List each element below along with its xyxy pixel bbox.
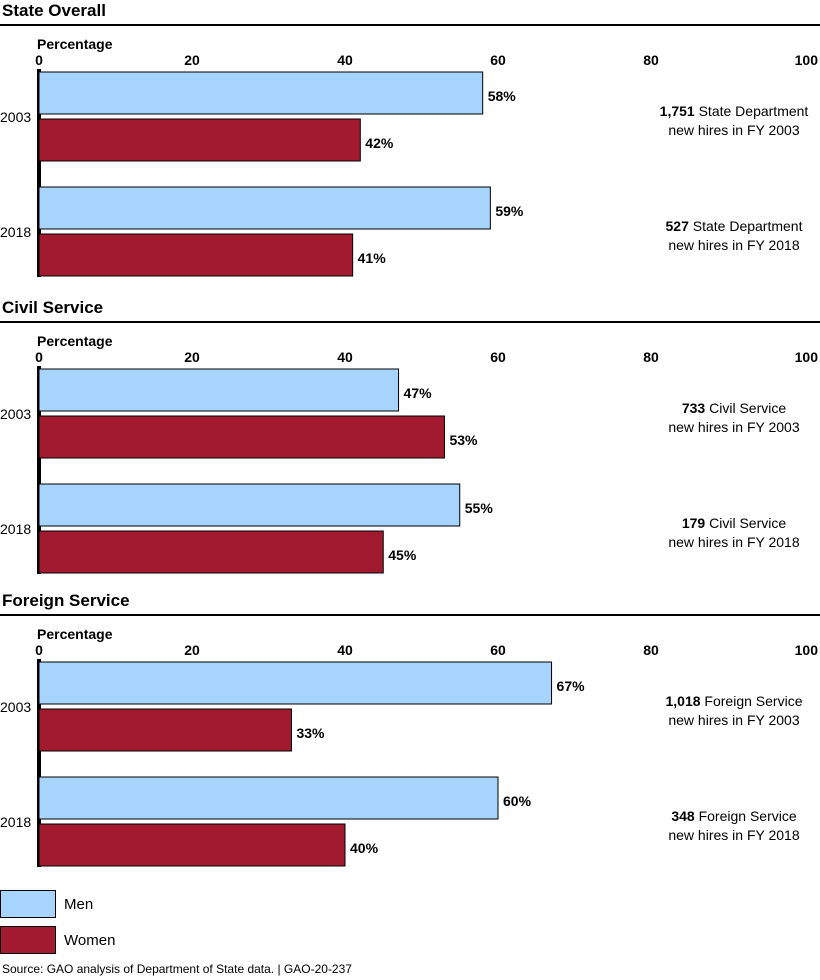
tick-label: 80	[643, 52, 659, 68]
tick-label: 60	[490, 642, 506, 658]
annotation-count: 179	[682, 515, 706, 531]
annotation-line-2: new hires in FY 2003	[668, 122, 799, 138]
tick-label: 40	[337, 642, 353, 658]
tick-label: 100	[795, 52, 819, 68]
category-label: 2003	[0, 699, 31, 715]
legend-label-men: Men	[64, 896, 94, 913]
category-label: 2003	[0, 406, 31, 422]
panel-title: Foreign Service	[2, 591, 130, 610]
bar	[38, 708, 292, 752]
annotation-count: 348	[671, 808, 695, 824]
bar	[38, 186, 491, 230]
bar	[38, 776, 499, 820]
legend-label-women: Women	[64, 932, 116, 949]
tick-label: 60	[490, 52, 506, 68]
tick-label: 20	[184, 642, 200, 658]
data-label: 42%	[365, 135, 394, 151]
bar	[38, 530, 384, 574]
annotation-text: Foreign Service	[701, 693, 803, 709]
data-label: 33%	[296, 725, 325, 741]
data-label: 58%	[488, 88, 517, 104]
panel-title: State Overall	[2, 1, 106, 20]
annotation-text: Civil Service	[705, 515, 786, 531]
data-label: 53%	[449, 432, 478, 448]
annotation-text: State Department	[695, 103, 809, 119]
tick-label: 80	[643, 349, 659, 365]
y-axis-line	[37, 69, 41, 277]
data-label: 47%	[404, 385, 433, 401]
tick-label: 80	[643, 642, 659, 658]
annotation-line-2: new hires in FY 2003	[668, 712, 799, 728]
y-axis-line	[37, 659, 41, 867]
category-label: 2003	[0, 109, 31, 125]
annotation-line-2: new hires in FY 2018	[668, 827, 799, 843]
annotation-text: Civil Service	[705, 400, 786, 416]
annotation-count: 527	[666, 218, 690, 234]
panel-title: Civil Service	[2, 298, 103, 317]
annotation-count: 733	[682, 400, 706, 416]
legend-swatch-men	[0, 890, 56, 918]
annotation-line-1: 348 Foreign Service	[671, 808, 797, 824]
annotation-line-1: 179 Civil Service	[682, 515, 786, 531]
category-label: 2018	[0, 521, 31, 537]
y-axis-line	[37, 366, 41, 574]
annotation-count: 1,018	[666, 693, 701, 709]
tick-label: 0	[35, 52, 43, 68]
tick-label: 20	[184, 349, 200, 365]
legend-swatch-women	[0, 926, 56, 954]
data-label: 59%	[495, 203, 524, 219]
annotation-line-1: 527 State Department	[666, 218, 803, 234]
annotation-count: 1,751	[660, 103, 695, 119]
source-note: Source: GAO analysis of Department of St…	[2, 962, 352, 976]
tick-label: 40	[337, 52, 353, 68]
tick-label: 100	[795, 642, 819, 658]
tick-label: 0	[35, 349, 43, 365]
bar	[38, 118, 361, 162]
bar	[38, 483, 461, 527]
data-label: 60%	[503, 793, 532, 809]
annotation-text: Foreign Service	[695, 808, 797, 824]
data-label: 41%	[358, 250, 387, 266]
data-label: 55%	[465, 500, 494, 516]
category-label: 2018	[0, 814, 31, 830]
tick-label: 60	[490, 349, 506, 365]
axis-label: Percentage	[37, 333, 113, 349]
data-label: 67%	[557, 678, 586, 694]
annotation-line-1: 1,018 Foreign Service	[666, 693, 803, 709]
bar	[38, 71, 484, 115]
tick-label: 20	[184, 52, 200, 68]
tick-label: 0	[35, 642, 43, 658]
annotation-line-2: new hires in FY 2018	[668, 534, 799, 550]
bar	[38, 823, 346, 867]
bar	[38, 368, 400, 412]
annotation-line-2: new hires in FY 2018	[668, 237, 799, 253]
tick-label: 100	[795, 349, 819, 365]
bar	[38, 661, 553, 705]
annotation-text: State Department	[689, 218, 803, 234]
data-label: 45%	[388, 547, 417, 563]
annotation-line-1: 733 Civil Service	[682, 400, 786, 416]
data-label: 40%	[350, 840, 379, 856]
axis-label: Percentage	[37, 36, 113, 52]
annotation-line-2: new hires in FY 2003	[668, 419, 799, 435]
annotation-line-1: 1,751 State Department	[660, 103, 809, 119]
tick-label: 40	[337, 349, 353, 365]
category-label: 2018	[0, 224, 31, 240]
axis-label: Percentage	[37, 626, 113, 642]
bar	[38, 233, 354, 277]
bar	[38, 415, 445, 459]
